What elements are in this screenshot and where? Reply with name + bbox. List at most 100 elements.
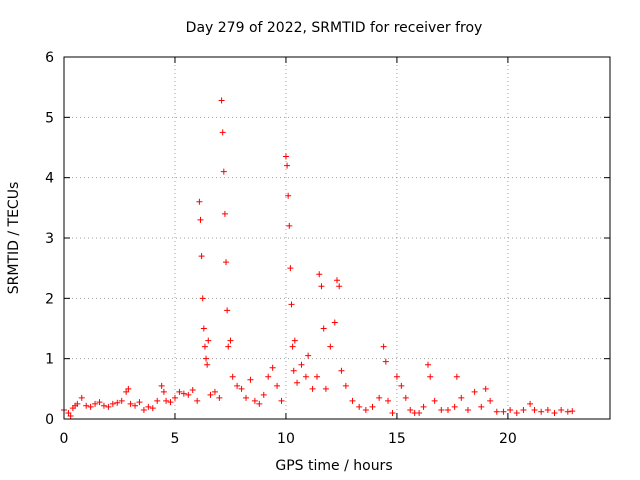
data-point xyxy=(305,352,312,359)
data-point xyxy=(127,400,134,407)
data-point xyxy=(118,397,125,404)
data-point xyxy=(500,408,507,415)
data-point xyxy=(238,385,245,392)
data-point xyxy=(513,409,520,416)
data-point xyxy=(205,337,212,344)
x-tick-label: 5 xyxy=(171,431,180,447)
data-point xyxy=(96,399,103,406)
data-point xyxy=(260,391,267,398)
data-point xyxy=(125,385,132,392)
data-point xyxy=(349,397,356,404)
data-point xyxy=(109,400,116,407)
data-point xyxy=(105,403,112,410)
data-point xyxy=(224,307,231,314)
data-point xyxy=(286,222,293,229)
data-point xyxy=(336,283,343,290)
data-point xyxy=(123,388,130,395)
data-point xyxy=(444,406,451,413)
data-point xyxy=(471,388,478,395)
data-point xyxy=(207,391,214,398)
data-point xyxy=(180,390,187,397)
data-point xyxy=(298,361,305,368)
data-point xyxy=(199,295,206,302)
data-point xyxy=(316,271,323,278)
data-point xyxy=(163,397,170,404)
y-axis-label: SRMTID / TECUs xyxy=(6,182,22,295)
x-tick-label: 15 xyxy=(388,431,406,447)
data-point xyxy=(221,210,228,217)
data-point xyxy=(198,253,205,260)
data-point xyxy=(318,283,325,290)
data-point xyxy=(362,406,369,413)
data-point xyxy=(520,406,527,413)
data-point xyxy=(74,400,81,407)
data-point xyxy=(320,325,327,332)
data-point xyxy=(220,168,227,175)
data-point xyxy=(216,394,223,401)
data-point xyxy=(451,403,458,410)
x-tick-label: 20 xyxy=(499,431,517,447)
data-point xyxy=(149,405,156,412)
data-point xyxy=(158,382,165,389)
data-point xyxy=(507,406,514,413)
data-point xyxy=(197,216,204,223)
y-tick-label: 0 xyxy=(45,412,54,428)
data-point xyxy=(369,403,376,410)
data-point xyxy=(256,400,263,407)
data-point xyxy=(287,265,294,272)
data-point xyxy=(376,394,383,401)
data-point xyxy=(78,394,85,401)
data-point xyxy=(171,394,178,401)
data-point xyxy=(140,406,147,413)
chart-title: Day 279 of 2022, SRMTID for receiver fro… xyxy=(186,20,483,36)
data-point xyxy=(431,397,438,404)
y-tick-label: 1 xyxy=(45,352,54,368)
data-point xyxy=(189,387,196,394)
data-point xyxy=(284,162,291,169)
data-point xyxy=(290,367,297,374)
data-point xyxy=(393,373,400,380)
data-point xyxy=(282,153,289,160)
data-point xyxy=(251,397,258,404)
data-point xyxy=(100,402,107,409)
data-point xyxy=(464,406,471,413)
data-point xyxy=(200,325,207,332)
data-point xyxy=(227,337,234,344)
data-point xyxy=(278,397,285,404)
data-point xyxy=(342,382,349,389)
data-point xyxy=(385,397,392,404)
data-point xyxy=(269,364,276,371)
x-tick-label: 0 xyxy=(60,431,69,447)
data-point xyxy=(420,403,427,410)
data-point xyxy=(211,388,218,395)
data-point xyxy=(416,409,423,416)
data-point xyxy=(289,343,296,350)
data-point xyxy=(438,406,445,413)
data-point xyxy=(154,397,161,404)
marks-layer xyxy=(61,97,576,419)
data-point xyxy=(204,361,211,368)
data-point xyxy=(243,394,249,401)
data-point xyxy=(569,408,576,415)
data-point xyxy=(291,337,298,344)
data-point xyxy=(218,97,225,104)
data-point xyxy=(458,394,465,401)
data-point xyxy=(527,400,534,407)
data-point xyxy=(201,343,208,350)
y-tick-label: 5 xyxy=(45,110,54,126)
x-tick-label: 10 xyxy=(277,431,295,447)
y-tick-label: 3 xyxy=(45,231,54,247)
data-point xyxy=(203,355,210,362)
data-point xyxy=(185,391,192,398)
data-point xyxy=(558,406,565,413)
data-point xyxy=(327,343,334,350)
data-point xyxy=(83,402,90,409)
data-point xyxy=(294,379,301,386)
data-point xyxy=(114,399,121,406)
data-point xyxy=(136,399,143,406)
data-point xyxy=(285,192,292,199)
data-point xyxy=(247,376,254,383)
data-point xyxy=(65,409,72,416)
data-point xyxy=(538,408,545,415)
